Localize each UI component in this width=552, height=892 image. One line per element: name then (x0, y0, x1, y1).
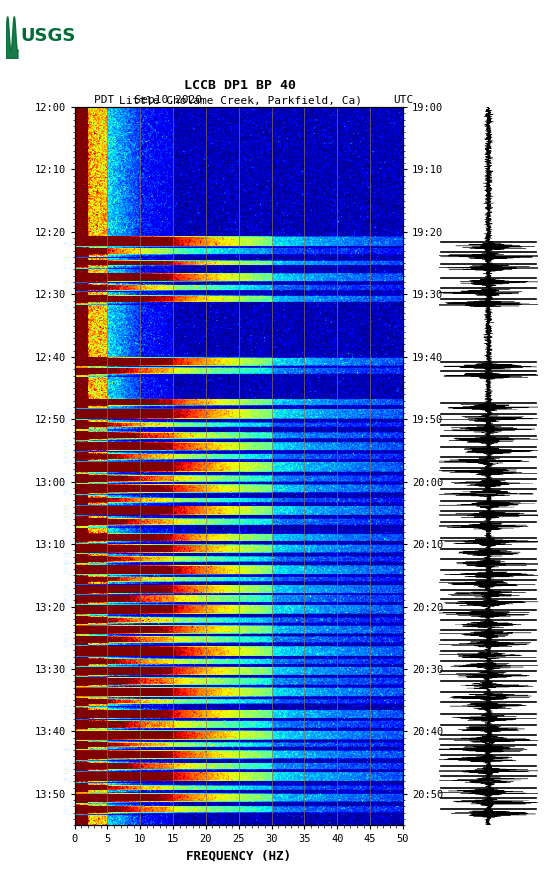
X-axis label: FREQUENCY (HZ): FREQUENCY (HZ) (186, 850, 291, 863)
Text: LCCB DP1 BP 40: LCCB DP1 BP 40 (184, 78, 296, 92)
Text: USGS: USGS (20, 27, 76, 45)
Text: PDT   Sep10,2020: PDT Sep10,2020 (94, 95, 202, 105)
Text: Little Cholame Creek, Parkfield, Ca): Little Cholame Creek, Parkfield, Ca) (119, 95, 362, 105)
Text: UTC: UTC (393, 95, 413, 105)
